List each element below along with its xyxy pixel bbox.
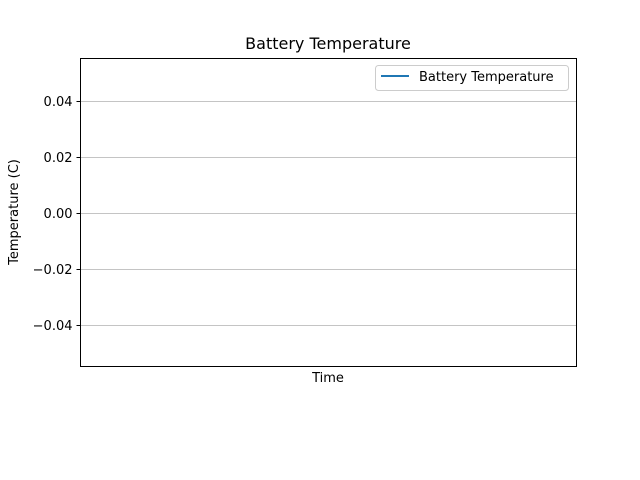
legend-box [375,65,569,91]
y-tick-label: 0.00 [44,207,73,222]
legend: Battery Temperature [375,65,569,91]
y-tick-label: 0.04 [44,95,73,110]
gridlines [80,101,577,326]
y-axis-ticks: 0.04 0.02 0.00 −0.02 −0.04 [33,95,81,334]
y-axis-label: Temperature (C) [7,159,22,266]
legend-label-battery-temperature: Battery Temperature [419,70,554,85]
y-tick-label: −0.04 [33,319,73,334]
x-axis-label: Time [311,371,344,386]
y-tick-label: −0.02 [33,263,73,278]
plot-area-frame [80,58,577,367]
chart-title: Battery Temperature [245,34,411,53]
y-tick-label: 0.02 [44,151,73,166]
